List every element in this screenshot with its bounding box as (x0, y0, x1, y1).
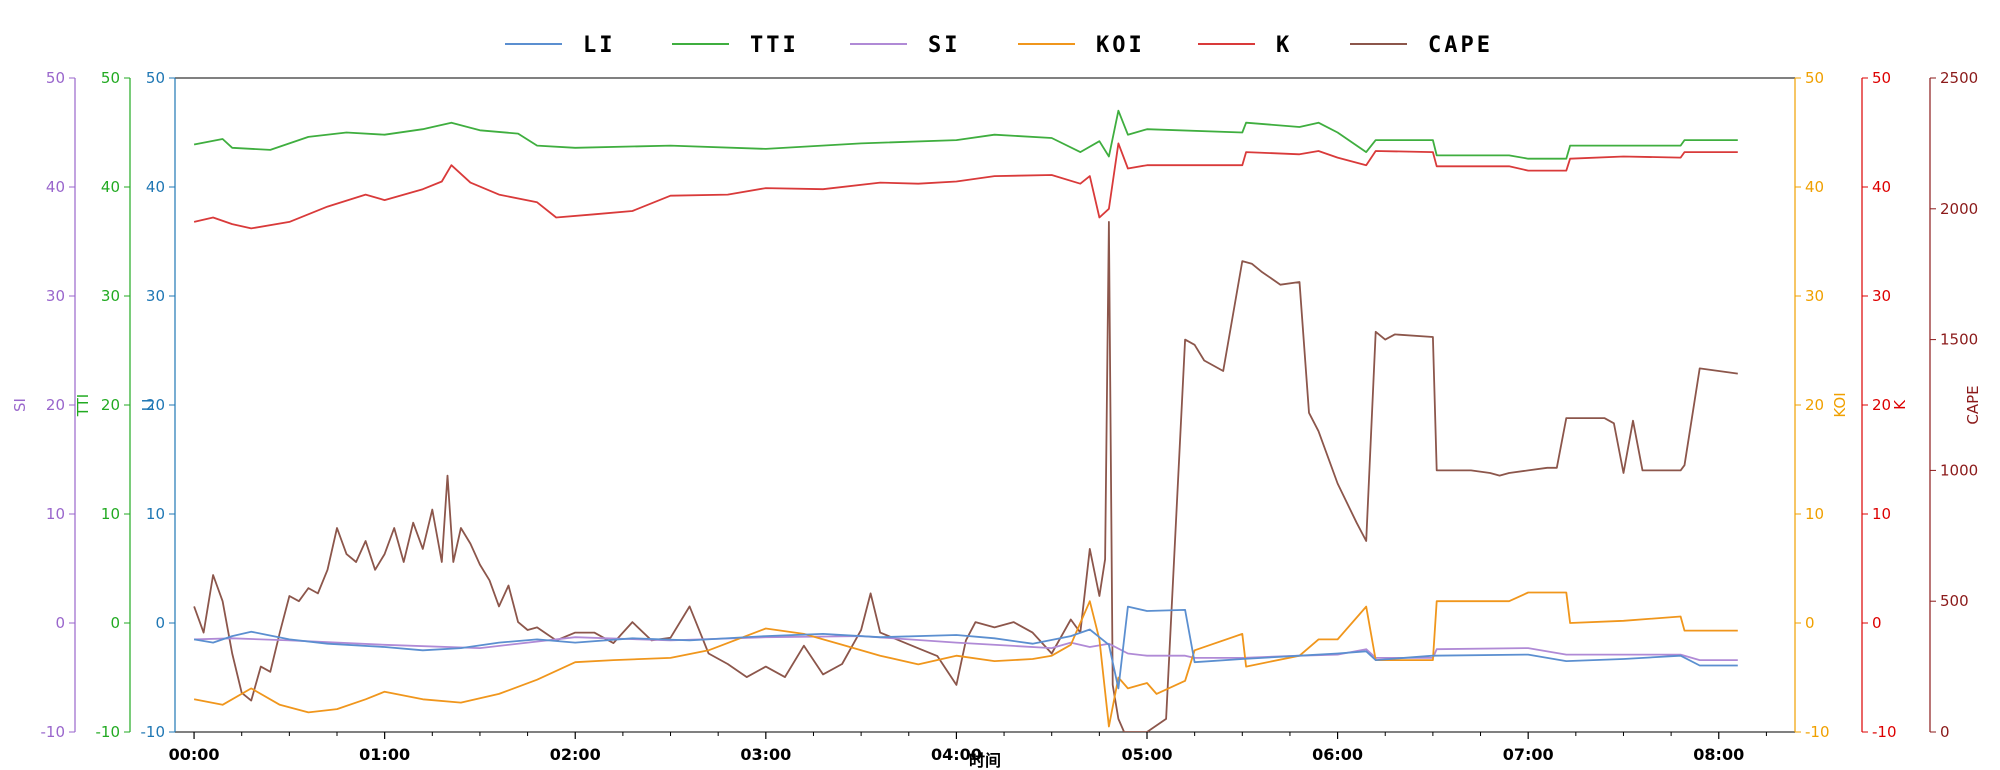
y-tick-label-koi: 20 (1805, 396, 1824, 414)
y-tick-label-koi: 0 (1805, 614, 1815, 632)
y-tick-label-li: 40 (146, 178, 165, 196)
y-axis-label-li: LI (139, 399, 157, 412)
legend-label-cape: CAPE (1428, 33, 1493, 58)
legend-label-k: K (1276, 33, 1292, 58)
y-tick-label-cape: 1500 (1940, 331, 1978, 349)
y-tick-label-si: 40 (46, 178, 65, 196)
y-tick-label-li: 50 (146, 69, 165, 87)
x-tick-label: 00:00 (169, 745, 220, 764)
y-tick-label-k: 30 (1872, 287, 1891, 305)
y-tick-label-tti: 50 (101, 69, 120, 87)
legend-item-k: K (1198, 33, 1292, 58)
plot-area (193, 109, 1738, 732)
y-tick-label-li: 10 (146, 505, 165, 523)
y-axis-li: -10 0 10 20 30 40 50 LI (139, 69, 176, 741)
x-axis-label: 时间 (969, 751, 1001, 770)
legend-label-koi: KOI (1096, 33, 1145, 58)
y-tick-label-k: 40 (1872, 178, 1891, 196)
legend-item-koi: KOI (1018, 33, 1145, 58)
y-tick-label-si: 50 (46, 69, 65, 87)
y-axis-koi: -10 0 10 20 30 40 50 KOI (1794, 69, 1849, 741)
y-axis-label-tti: TTI (74, 394, 92, 418)
x-axis: 00:00 01:00 02:00 03:00 04:00 05:00 06:00 07:00… (169, 732, 1767, 770)
y-tick-label-si: -10 (41, 723, 66, 741)
legend: LI TTI SI KOI K CAPE (505, 33, 1493, 58)
y-axis-cape: 0 500 1000 1500 2000 2500 CAPE (1929, 69, 1982, 741)
y-axis-tti: -10 0 10 20 30 40 50 TTI (74, 69, 131, 741)
legend-label-si: SI (928, 33, 961, 58)
y-axis-label-koi: KOI (1831, 392, 1849, 417)
legend-item-cape: CAPE (1350, 33, 1493, 58)
y-tick-label-cape: 1000 (1940, 461, 1978, 479)
series-line-si (194, 635, 1738, 661)
series-line-tti (193, 109, 1738, 160)
y-tick-label-koi: 50 (1805, 69, 1824, 87)
y-tick-label-li: 20 (146, 396, 165, 414)
y-tick-label-k: 0 (1872, 614, 1882, 632)
y-tick-label-cape: 2500 (1940, 69, 1978, 87)
y-tick-label-koi: 10 (1805, 505, 1824, 523)
legend-label-li: LI (583, 33, 616, 58)
y-tick-label-tti: 40 (101, 178, 120, 196)
x-tick-label: 03:00 (740, 745, 791, 764)
y-tick-label-k: 50 (1872, 69, 1891, 87)
y-tick-label-li: 0 (155, 614, 165, 632)
y-tick-label-tti: 20 (101, 396, 120, 414)
y-axis-label-si: SI (11, 398, 29, 412)
y-tick-label-si: 20 (46, 396, 65, 414)
legend-item-si: SI (850, 33, 961, 58)
y-axis-si: -10 0 10 20 30 40 50 SI (11, 69, 76, 741)
x-tick-label: 01:00 (359, 745, 410, 764)
y-tick-label-koi: -10 (1805, 723, 1830, 741)
y-tick-label-k: 10 (1872, 505, 1891, 523)
legend-label-tti: TTI (750, 33, 799, 58)
x-tick-label: 05:00 (1122, 745, 1173, 764)
y-tick-label-li: -10 (141, 723, 166, 741)
axes-layer: -10 0 10 20 30 40 50 SI -10 0 10 20 30 40 50 TTI -10 0 10 2… (11, 69, 1982, 770)
y-tick-label-k: -10 (1872, 723, 1897, 741)
y-tick-label-li: 30 (146, 287, 165, 305)
y-axis-label-k: K (1891, 399, 1909, 410)
x-tick-label: 06:00 (1312, 745, 1363, 764)
x-tick-label: 04:00 (931, 745, 982, 764)
y-tick-label-cape: 0 (1940, 723, 1950, 741)
series-line-k (193, 142, 1738, 230)
y-tick-label-k: 20 (1872, 396, 1891, 414)
legend-item-li: LI (505, 33, 616, 58)
y-tick-label-koi: 30 (1805, 287, 1824, 305)
y-tick-label-tti: 10 (101, 505, 120, 523)
y-tick-label-si: 10 (46, 505, 65, 523)
y-tick-label-koi: 40 (1805, 178, 1824, 196)
y-tick-label-cape: 500 (1940, 592, 1969, 610)
x-tick-label: 02:00 (550, 745, 601, 764)
y-tick-label-si: 0 (55, 614, 65, 632)
y-tick-label-tti: 30 (101, 287, 120, 305)
y-tick-label-cape: 2000 (1940, 200, 1978, 218)
y-tick-label-tti: -10 (96, 723, 121, 741)
x-tick-label: 07:00 (1503, 745, 1554, 764)
x-tick-label: 08:00 (1693, 745, 1744, 764)
series-line-koi (193, 591, 1738, 728)
y-axis-k: -10 0 10 20 30 40 50 K (1861, 69, 1909, 741)
y-axis-label-cape: CAPE (1964, 385, 1982, 424)
y-tick-label-si: 30 (46, 287, 65, 305)
series-line-cape (193, 220, 1738, 732)
legend-item-tti: TTI (672, 33, 799, 58)
series-line-li (193, 605, 1738, 690)
y-tick-label-tti: 0 (110, 614, 120, 632)
